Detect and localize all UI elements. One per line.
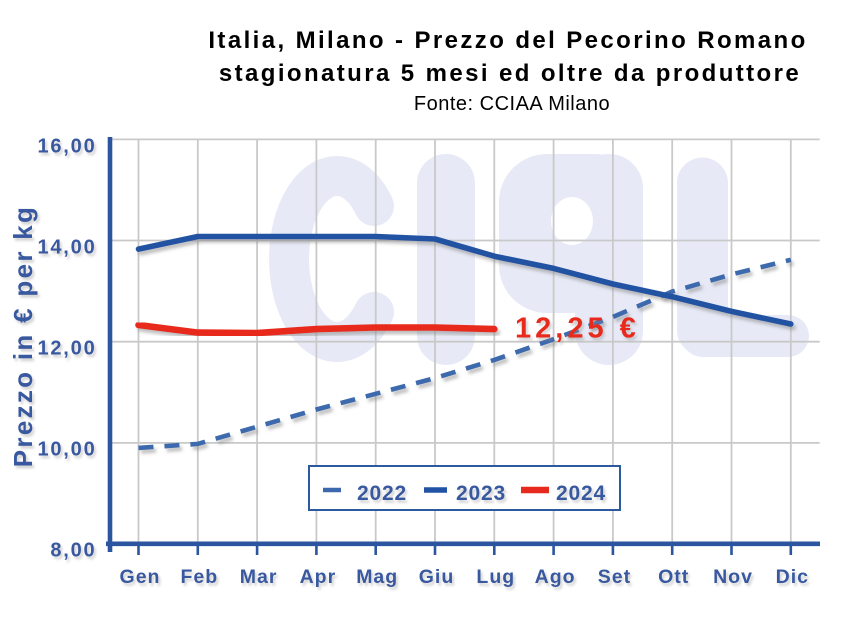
svg-text:Nov: Nov	[713, 566, 753, 588]
svg-text:Feb: Feb	[180, 566, 218, 588]
svg-text:Giu: Giu	[419, 566, 455, 588]
svg-text:12,25 €: 12,25 €	[515, 313, 640, 345]
svg-text:2023: 2023	[456, 482, 506, 505]
svg-text:16,00: 16,00	[37, 136, 96, 158]
svg-text:12,00: 12,00	[37, 338, 96, 360]
svg-text:Ago: Ago	[535, 566, 576, 588]
svg-text:Mar: Mar	[240, 566, 278, 588]
svg-text:14,00: 14,00	[37, 237, 96, 259]
svg-text:Ott: Ott	[658, 566, 689, 588]
svg-text:2024: 2024	[556, 482, 606, 505]
svg-text:Mag: Mag	[356, 566, 398, 588]
svg-text:2022: 2022	[357, 482, 407, 505]
svg-text:Apr: Apr	[300, 566, 337, 588]
svg-text:Prezzo in € per kg: Prezzo in € per kg	[8, 205, 38, 467]
svg-text:Lug: Lug	[476, 566, 515, 588]
svg-text:Italia, Milano - Prezzo del Pe: Italia, Milano - Prezzo del Pecorino Rom…	[208, 27, 807, 54]
svg-text:10,00: 10,00	[37, 439, 96, 461]
svg-text:Set: Set	[598, 566, 631, 588]
svg-text:8,00: 8,00	[50, 540, 96, 562]
svg-text:Fonte: CCIAA Milano: Fonte: CCIAA Milano	[414, 93, 610, 115]
svg-text:Gen: Gen	[120, 566, 161, 588]
svg-text:stagionatura 5 mesi ed oltre d: stagionatura 5 mesi ed oltre da produtto…	[219, 60, 801, 87]
svg-text:Dic: Dic	[776, 566, 809, 588]
